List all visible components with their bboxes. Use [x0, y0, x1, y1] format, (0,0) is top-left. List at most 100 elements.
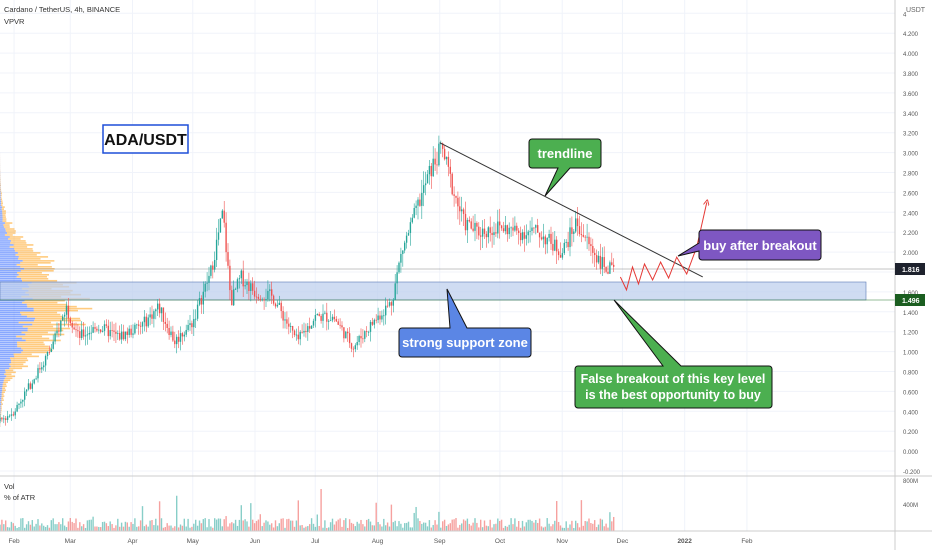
volume-bar — [565, 521, 567, 531]
volume-bar — [567, 527, 569, 531]
price-axis[interactable]: 4 4.200 4.000 3.800 3.600 3.400 3.200 3.000 2.80… — [903, 12, 921, 476]
volume-profile-bar-down — [21, 351, 48, 354]
volume-bar — [432, 524, 434, 531]
price-tick: 3.000 — [903, 152, 919, 158]
volume-bar — [569, 524, 571, 531]
candle-body — [474, 222, 476, 231]
volume-profile-bar-down — [20, 270, 54, 272]
candle-body — [409, 222, 412, 233]
volume-bar — [172, 527, 174, 531]
volume-profile-bar-up — [0, 345, 18, 348]
volume-bar — [90, 519, 92, 531]
support-price-label-bg — [895, 294, 925, 306]
volume-bar — [478, 527, 480, 531]
volume-profile-bar-down — [1, 403, 3, 405]
price-tick: 0.400 — [903, 410, 919, 416]
volume-bar — [46, 525, 49, 531]
candle-body — [531, 227, 533, 231]
candle-body — [497, 221, 499, 234]
volume-bar — [438, 511, 440, 531]
candle-body — [390, 302, 393, 306]
price-tick: -0.200 — [903, 470, 921, 476]
volume-profile-bar-up — [0, 260, 23, 262]
candle-body — [561, 253, 564, 258]
volume-profile-bar-down — [2, 212, 6, 214]
candle-body — [96, 328, 98, 331]
volume-bar — [516, 526, 518, 531]
volume-bar — [337, 519, 339, 531]
volume-bar — [115, 525, 117, 531]
volume-bar — [506, 526, 508, 531]
volume-profile-bar-up — [0, 401, 1, 403]
candle-body — [404, 242, 406, 251]
volume-bar — [350, 522, 353, 531]
volume-bar — [423, 522, 425, 531]
candle-body — [253, 290, 256, 297]
candle-body — [329, 320, 332, 322]
candle-body — [383, 315, 385, 317]
candle-body — [301, 331, 303, 333]
trendline-line[interactable] — [439, 142, 703, 278]
volume-profile-bar-up — [0, 277, 22, 280]
volume-bar — [149, 520, 151, 531]
candle-body — [335, 319, 337, 322]
volume-bar — [451, 519, 453, 531]
volume-bar — [22, 518, 24, 531]
false-breakout-callout-bg — [574, 299, 773, 409]
volume-profile-bar-up — [0, 351, 22, 354]
candle-body — [607, 271, 609, 274]
volume-profile-bar-down — [0, 401, 3, 403]
time-axis[interactable]: Feb Mar Apr May Jun Jul Aug Sep Oct Nov Dec 2022 Feb — [8, 538, 752, 545]
candle-body — [318, 314, 320, 316]
volume-bar — [535, 519, 537, 531]
volume-profile-bar-down — [2, 387, 6, 390]
candle-body — [521, 232, 524, 241]
volume-bar — [29, 524, 32, 531]
volume-profile-bar-up — [0, 270, 21, 272]
axis-currency: USDT — [906, 7, 926, 14]
candle-body — [537, 225, 539, 233]
candle-body — [225, 222, 227, 253]
candle-body — [94, 327, 96, 329]
volume-bar — [390, 504, 393, 531]
candle-body — [309, 326, 311, 329]
candle-body — [117, 332, 119, 334]
candle-body — [565, 241, 567, 243]
candle-body — [0, 417, 1, 422]
volume-bar — [341, 526, 343, 531]
candle-body — [478, 226, 480, 236]
volume-profile-bar-down — [1, 208, 4, 210]
candle-body — [400, 253, 402, 263]
volume-profile-bar-up — [0, 307, 34, 310]
candle-body — [164, 321, 166, 324]
volume-bar — [16, 527, 18, 531]
candle-body — [267, 290, 269, 300]
volume-profile-bar-up — [0, 305, 28, 308]
volume-bar — [272, 527, 275, 531]
projection-path — [619, 202, 706, 292]
candle-body — [252, 283, 254, 291]
support-price-label: 1.496 — [902, 298, 920, 305]
volume-bar — [586, 521, 588, 531]
candle-body — [101, 330, 104, 332]
volume-profile-bar-down — [11, 359, 29, 362]
volume-profile-bar-up — [0, 385, 3, 388]
volume-profile-bar-down — [2, 385, 7, 388]
volume-profile-bar-down — [3, 226, 10, 228]
candle-body — [149, 314, 151, 318]
volume-bar — [301, 524, 303, 531]
candle-body — [176, 336, 178, 345]
volume-bar — [105, 523, 108, 531]
candle-body — [362, 338, 364, 340]
volume-bar — [491, 527, 493, 531]
volume-bar — [39, 525, 41, 531]
volume-profile-bar-down — [6, 375, 16, 378]
volume-profile-bar-up — [0, 238, 9, 240]
candle-body — [590, 244, 592, 247]
volume-bar — [84, 527, 87, 531]
candle-body — [229, 265, 231, 291]
volume-bar — [405, 522, 408, 531]
volume-profile-bar-up — [0, 216, 3, 218]
candle-body — [238, 278, 241, 280]
